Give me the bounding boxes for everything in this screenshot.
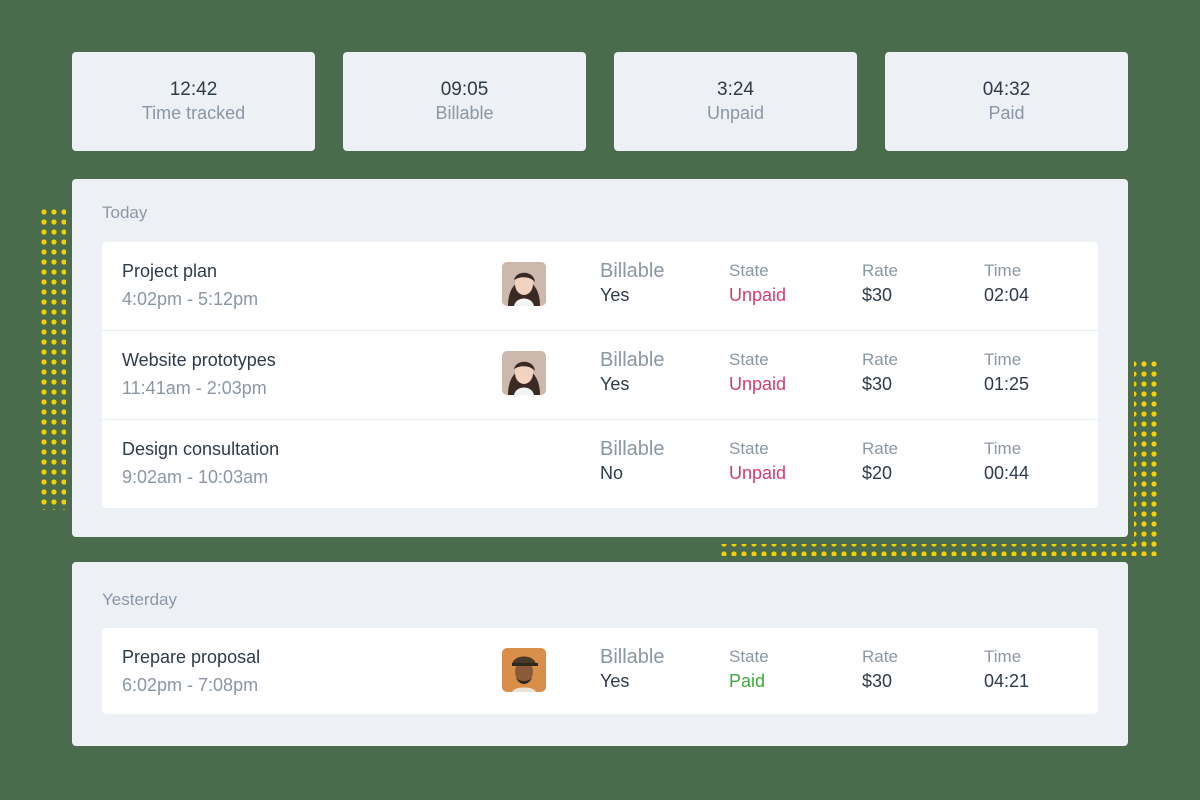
dotted-accent-right (720, 360, 1160, 556)
stat-value: 09:05 (440, 78, 489, 100)
dotted-accent-left (40, 208, 66, 510)
section-title-today: Today (102, 203, 148, 222)
today-panel: Today Project plan 4:02pm - 5:12pm Billa… (72, 179, 1128, 537)
state-label: State (729, 350, 769, 369)
stat-paid: 04:32 Paid (885, 52, 1128, 151)
entry-name: Project plan (122, 261, 218, 281)
entry-time-range: 6:02pm - 7:08pm (122, 675, 259, 695)
rate-cell: Rate $30 (862, 349, 898, 397)
time-cell: Time 01:25 (984, 349, 1029, 397)
billable-label: Billable (600, 260, 665, 282)
entry-time-range: 11:41am - 2:03pm (122, 378, 267, 398)
entry-time-range: 4:02pm - 5:12pm (122, 289, 259, 309)
stat-value: 04:32 (982, 78, 1031, 100)
stat-label: Billable (435, 102, 494, 123)
rate-label: Rate (862, 350, 898, 369)
entry-time-range: 9:02am - 10:03am (122, 467, 269, 487)
time-value: 00:44 (984, 463, 1030, 483)
state-value: Unpaid (729, 463, 787, 483)
rate-label: Rate (862, 439, 898, 458)
avatar-man-icon (502, 648, 546, 692)
yesterday-panel: Yesterday Prepare proposal 6:02pm - 7:08… (72, 562, 1128, 746)
entry-name: Prepare proposal (122, 647, 261, 667)
stat-unpaid: 3:24 Unpaid (614, 52, 857, 151)
billable-label: Billable (600, 349, 665, 371)
stat-value: 3:24 (717, 78, 754, 100)
billable-value: Yes (600, 671, 630, 691)
rate-value: $30 (862, 285, 893, 305)
billable-value: No (600, 463, 624, 483)
rate-label: Rate (862, 261, 898, 280)
billable-label: Billable (600, 438, 665, 460)
billable-value: Yes (600, 374, 630, 394)
time-cell: Time 02:04 (984, 260, 1029, 308)
billable-cell: Billable Yes (600, 349, 664, 397)
rate-cell: Rate $20 (862, 438, 898, 486)
entry-name: Website prototypes (122, 350, 276, 370)
state-cell: State Unpaid (729, 349, 786, 397)
time-label: Time (984, 261, 1022, 280)
state-cell: State Unpaid (729, 438, 786, 486)
rate-value: $20 (862, 463, 893, 483)
stat-billable: 09:05 Billable (343, 52, 586, 151)
billable-value: Yes (600, 285, 630, 305)
time-cell: Time 00:44 (984, 438, 1029, 486)
entry-name: Design consultation (122, 439, 280, 459)
stat-time-tracked: 12:42 Time tracked (72, 52, 315, 151)
time-value: 01:25 (984, 374, 1030, 394)
avatar-woman-icon (502, 351, 546, 395)
time-label: Time (984, 439, 1022, 458)
time-entry-row[interactable]: Website prototypes 11:41am - 2:03pm Bill… (102, 330, 1098, 419)
time-label: Time (984, 350, 1022, 369)
time-entry-row[interactable]: Prepare proposal 6:02pm - 7:08pm Billabl… (102, 628, 1098, 714)
state-value: Paid (729, 671, 766, 691)
state-value: Unpaid (729, 374, 787, 394)
stat-label: Time tracked (141, 102, 246, 123)
section-title-yesterday: Yesterday (102, 590, 177, 609)
time-cell: Time 04:21 (984, 646, 1029, 694)
rate-cell: Rate $30 (862, 646, 898, 694)
rate-value: $30 (862, 671, 893, 691)
state-cell: State Paid (729, 646, 769, 694)
state-value: Unpaid (729, 285, 787, 305)
stat-label: Unpaid (706, 102, 765, 123)
time-value: 02:04 (984, 285, 1030, 305)
billable-label: Billable (600, 646, 665, 668)
state-cell: State Unpaid (729, 260, 786, 308)
time-value: 04:21 (984, 671, 1030, 691)
today-entries-card: Project plan 4:02pm - 5:12pm Billable Ye… (102, 242, 1098, 508)
rate-cell: Rate $30 (862, 260, 898, 308)
rate-label: Rate (862, 647, 898, 666)
stat-label: Paid (988, 102, 1025, 123)
state-label: State (729, 261, 769, 280)
yesterday-entries-card: Prepare proposal 6:02pm - 7:08pm Billabl… (102, 628, 1098, 714)
state-label: State (729, 647, 769, 666)
state-label: State (729, 439, 769, 458)
rate-value: $30 (862, 374, 893, 394)
billable-cell: Billable No (600, 438, 664, 486)
billable-cell: Billable Yes (600, 646, 664, 694)
stat-value: 12:42 (169, 78, 218, 100)
time-entry-row[interactable]: Project plan 4:02pm - 5:12pm Billable Ye… (102, 242, 1098, 330)
avatar-woman-icon (502, 262, 546, 306)
billable-cell: Billable Yes (600, 260, 664, 308)
time-entry-row[interactable]: Design consultation 9:02am - 10:03am Bil… (102, 419, 1098, 508)
time-label: Time (984, 647, 1022, 666)
